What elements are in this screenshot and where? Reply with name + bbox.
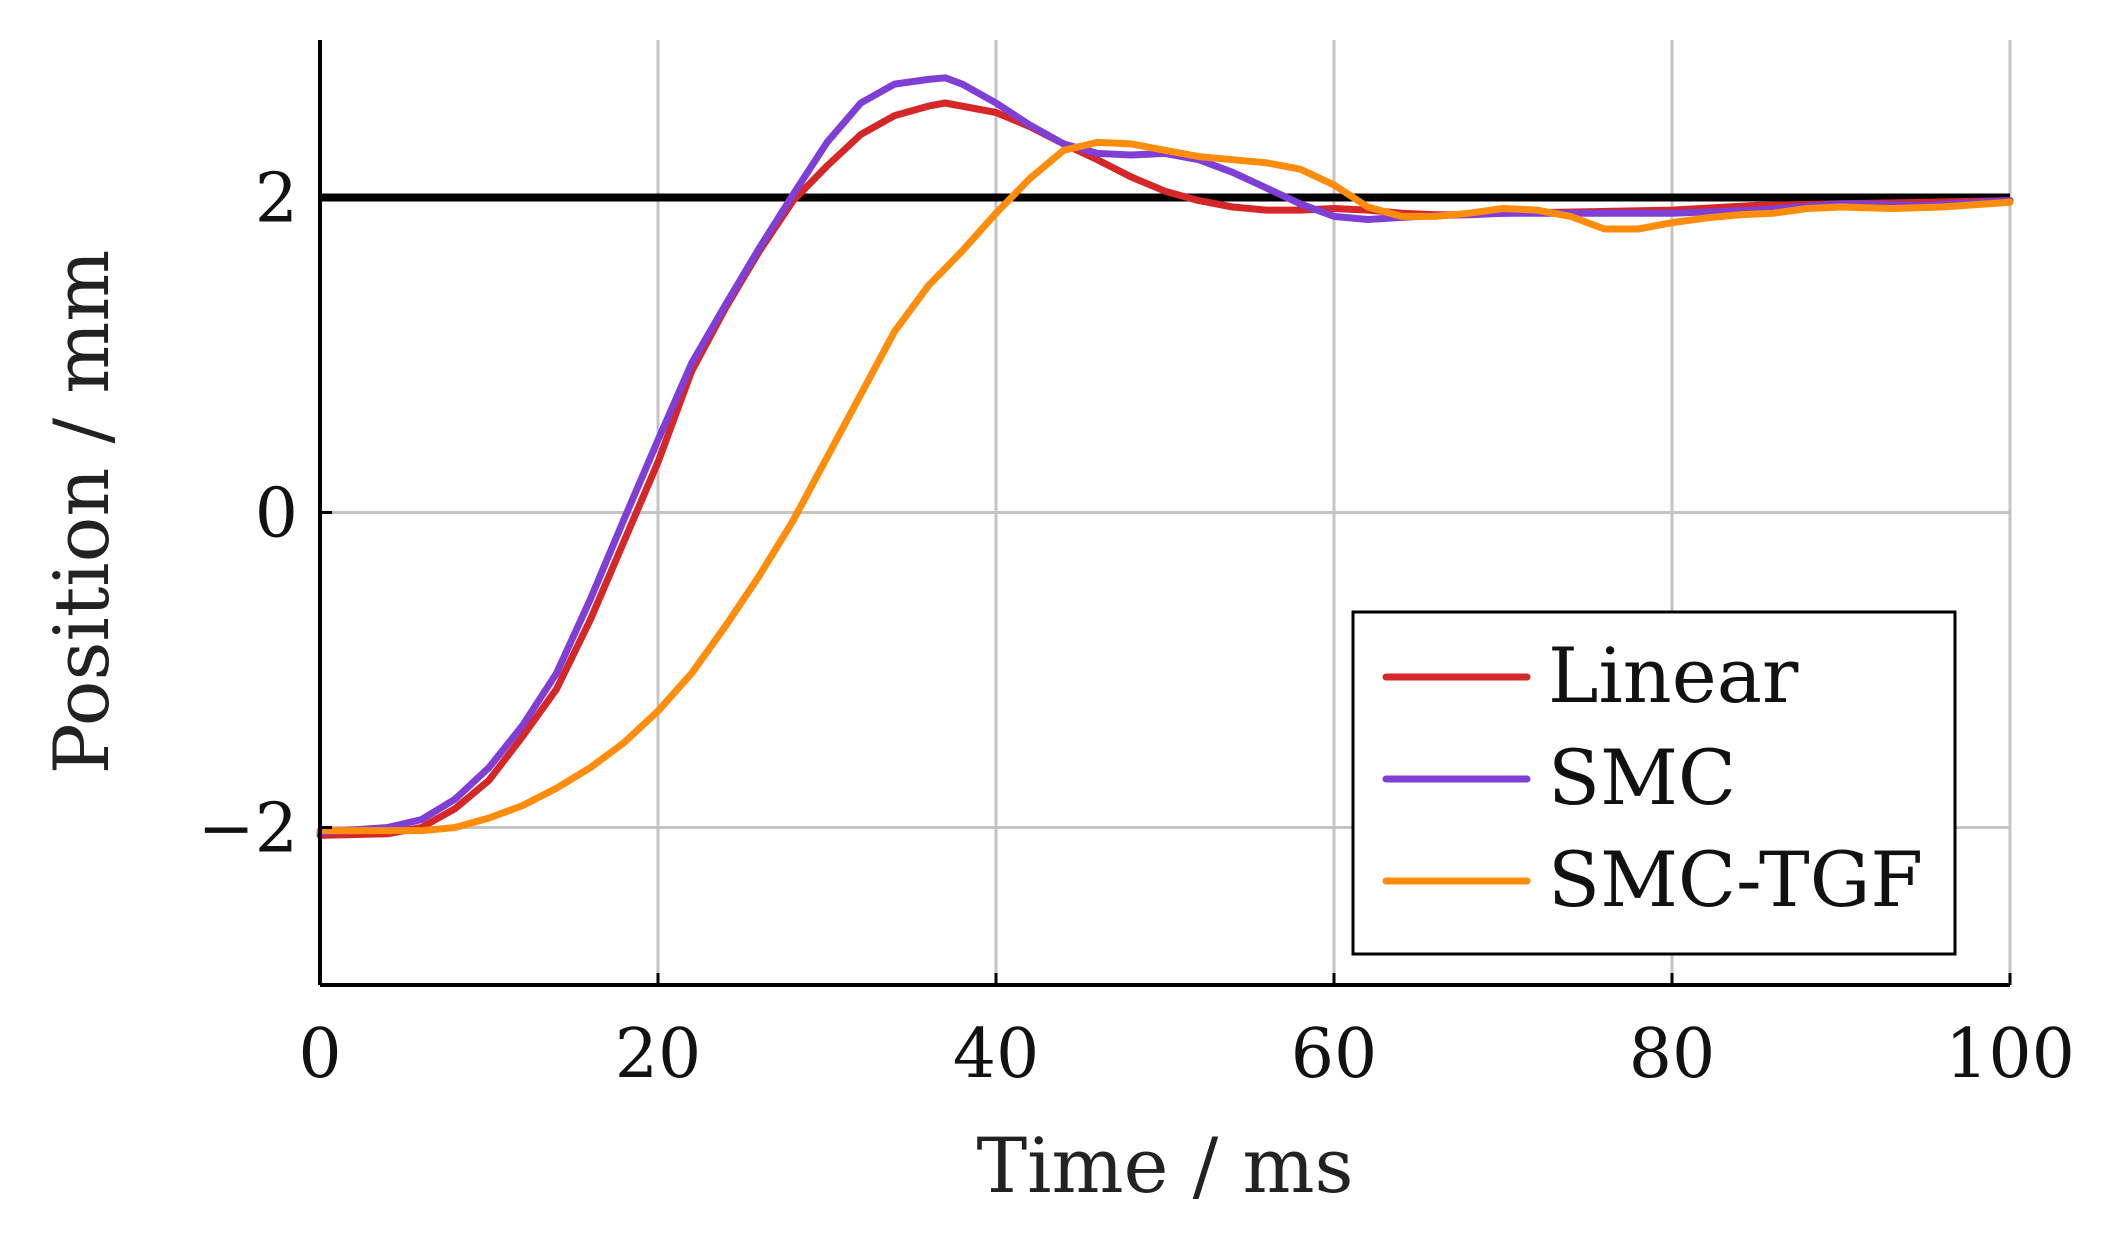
y-axis-label: Position / mm: [37, 250, 126, 775]
y-tick-label: 0: [255, 475, 298, 554]
x-tick-label: 40: [953, 1015, 1040, 1094]
y-tick-label: 2: [255, 160, 298, 239]
legend-entries: Linear SMC SMC-TGF: [1382, 631, 1923, 924]
legend-label-linear: Linear: [1548, 631, 1799, 720]
legend: Linear SMC SMC-TGF: [1351, 610, 1957, 956]
series-line-smc-tgf: [316, 138, 2014, 835]
x-tick-label: 0: [298, 1015, 341, 1094]
axes: [318, 40, 2012, 987]
tick-labels: 0 20 40 60 80 100 −2 0 2: [198, 160, 2075, 1095]
x-tick-label: 20: [615, 1015, 702, 1094]
x-axis-label: Time / ms: [976, 1121, 1353, 1210]
x-tick-label: 100: [1945, 1015, 2075, 1094]
legend-label-smc: SMC: [1548, 733, 1736, 822]
series-group: [316, 74, 2014, 839]
y-tick-label: −2: [198, 790, 298, 869]
x-tick-label: 80: [1629, 1015, 1716, 1094]
legend-label-smc-tgf: SMC-TGF: [1548, 835, 1923, 924]
legend-box: [1351, 610, 1957, 956]
x-tick-label: 60: [1291, 1015, 1378, 1094]
